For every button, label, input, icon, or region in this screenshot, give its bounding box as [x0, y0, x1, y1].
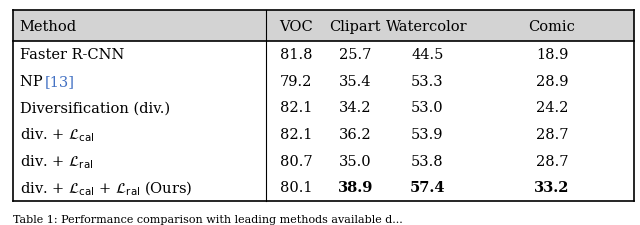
Text: Method: Method	[19, 20, 76, 33]
Text: 82.1: 82.1	[280, 101, 312, 115]
Text: Clipart: Clipart	[330, 20, 381, 33]
Text: 35.4: 35.4	[339, 74, 371, 88]
Text: 53.0: 53.0	[411, 101, 444, 115]
Text: 81.8: 81.8	[280, 48, 312, 62]
Text: Watercolor: Watercolor	[387, 20, 468, 33]
Text: 25.7: 25.7	[339, 48, 371, 62]
Text: 53.8: 53.8	[411, 154, 444, 168]
Text: 80.1: 80.1	[280, 181, 312, 195]
Text: 44.5: 44.5	[411, 48, 444, 62]
Text: VOC: VOC	[279, 20, 313, 33]
Text: Table 1: Performance comparison with leading methods available d...: Table 1: Performance comparison with lea…	[13, 214, 403, 224]
Text: Faster R-CNN: Faster R-CNN	[20, 48, 125, 62]
Text: div. + $\mathcal{L}_{\mathrm{cal}}$: div. + $\mathcal{L}_{\mathrm{cal}}$	[20, 126, 95, 143]
Text: 53.3: 53.3	[411, 74, 444, 88]
Text: [13]: [13]	[45, 74, 75, 88]
Text: Comic: Comic	[529, 20, 575, 33]
Text: 35.0: 35.0	[339, 154, 371, 168]
Text: 36.2: 36.2	[339, 128, 371, 142]
Text: 24.2: 24.2	[536, 101, 568, 115]
Text: 34.2: 34.2	[339, 101, 371, 115]
Text: 18.9: 18.9	[536, 48, 568, 62]
Text: div. + $\mathcal{L}_{\mathrm{cal}}$ + $\mathcal{L}_{\mathrm{ral}}$ (Ours): div. + $\mathcal{L}_{\mathrm{cal}}$ + $\…	[20, 178, 193, 197]
Text: NP: NP	[20, 74, 48, 88]
Text: 79.2: 79.2	[280, 74, 312, 88]
Text: 82.1: 82.1	[280, 128, 312, 142]
Text: 28.9: 28.9	[536, 74, 568, 88]
Text: 57.4: 57.4	[410, 181, 445, 195]
Text: div. + $\mathcal{L}_{\mathrm{ral}}$: div. + $\mathcal{L}_{\mathrm{ral}}$	[20, 152, 93, 170]
Text: 28.7: 28.7	[536, 154, 568, 168]
Text: 80.7: 80.7	[280, 154, 312, 168]
Text: 38.9: 38.9	[337, 181, 373, 195]
Text: 33.2: 33.2	[534, 181, 570, 195]
Text: Diversification (div.): Diversification (div.)	[20, 101, 171, 115]
Text: 28.7: 28.7	[536, 128, 568, 142]
Text: 53.9: 53.9	[411, 128, 444, 142]
